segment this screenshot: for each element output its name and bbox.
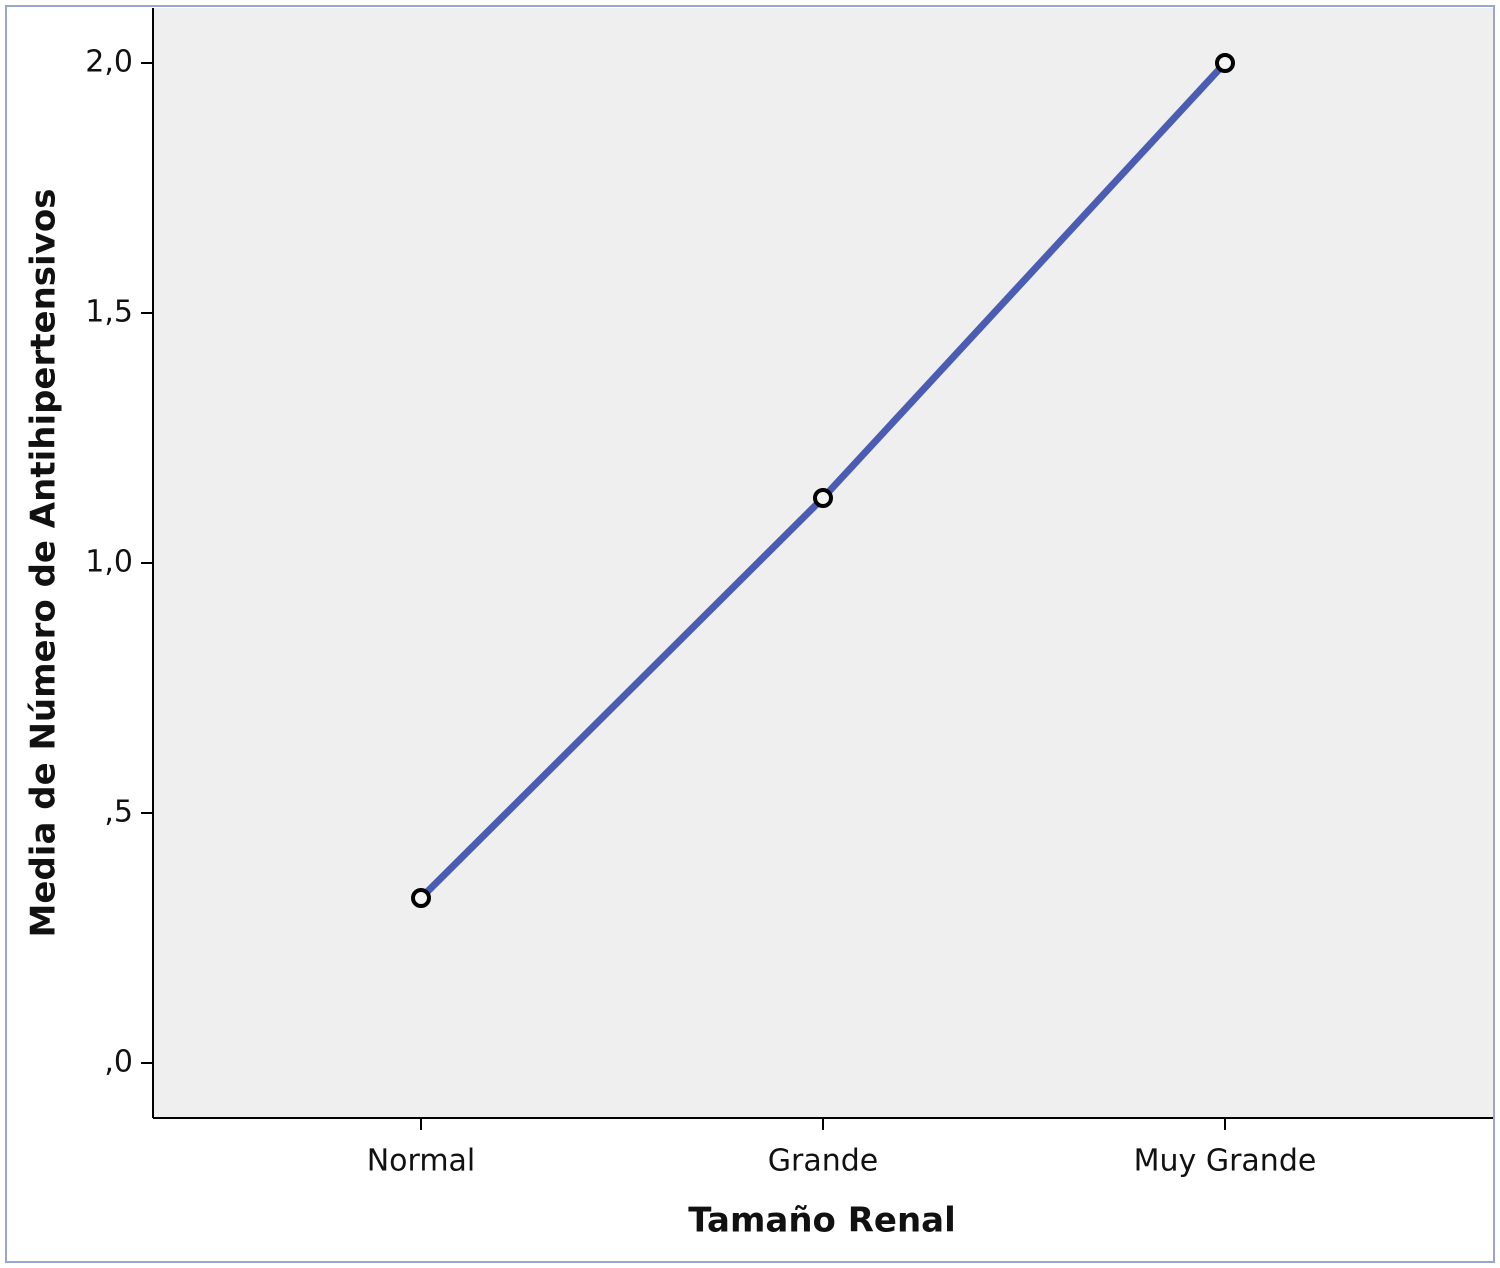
x-axis-title: Tamaño Renal	[688, 1201, 956, 1241]
x-tick-label: Muy Grande	[1134, 1144, 1317, 1179]
marker	[1215, 53, 1235, 73]
y-tick-label: 1,5	[85, 295, 133, 330]
y-tick-label: 1,0	[85, 545, 133, 580]
plot-area	[153, 8, 1493, 1118]
x-tick-label: Grande	[768, 1144, 878, 1179]
x-tick-label: Normal	[367, 1144, 476, 1179]
marker	[813, 488, 833, 508]
y-tick-label: ,0	[104, 1045, 133, 1080]
marker	[411, 888, 431, 908]
y-axis-title: Media de Número de Antihipertensivos	[24, 189, 64, 938]
y-tick-label: 2,0	[85, 45, 133, 80]
y-tick-label: ,5	[104, 795, 133, 830]
